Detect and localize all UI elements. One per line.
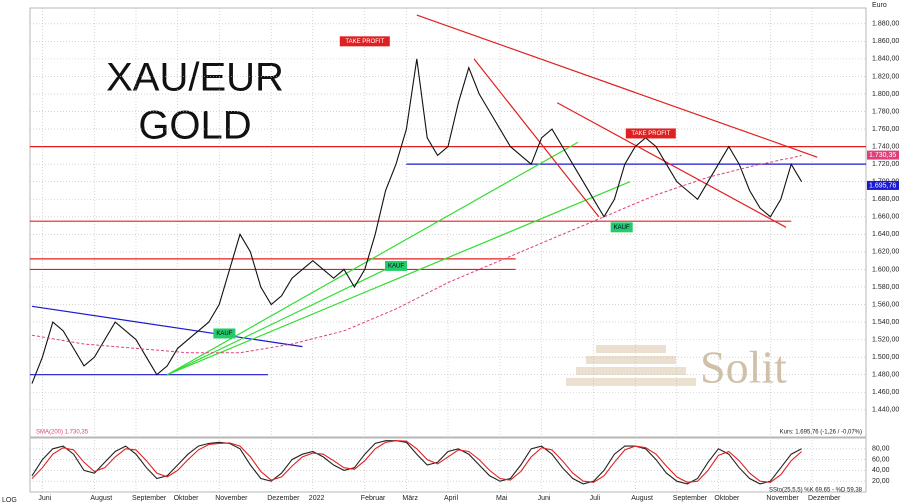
y-tick-label: 1.560,00: [872, 301, 899, 308]
y-tick-label: 1.780,00: [872, 108, 899, 115]
y-tick-label: 1.440,00: [872, 407, 899, 414]
signal-label: KAUF: [614, 225, 630, 231]
price-tag-label: 1.730,35: [869, 152, 896, 159]
x-tick-label: August: [90, 495, 112, 502]
x-tick-label: Oktober: [714, 495, 740, 502]
series-line: [31, 154, 802, 354]
y-tick-label: 1.480,00: [872, 372, 899, 379]
signal-label: TAKE PROFIT: [345, 39, 384, 45]
series-line: [31, 58, 803, 384]
y-tick-label: 60,00: [872, 456, 890, 463]
series-line: [31, 440, 802, 485]
signal-box: [339, 36, 390, 47]
x-tick-label: Februar: [361, 495, 386, 502]
trend-line: [166, 268, 386, 376]
y-tick-label: 1.540,00: [872, 319, 899, 326]
x-tick-label: August: [631, 495, 653, 502]
y-tick-label: 1.500,00: [872, 354, 899, 361]
x-tick-label: September: [673, 495, 708, 502]
watermark-logo: [566, 345, 696, 386]
y-tick-label: 1.460,00: [872, 389, 899, 396]
trend-line: [473, 58, 600, 218]
series-line: [31, 440, 802, 483]
trend-line: [31, 305, 303, 348]
price-tag-label: 1.695,76: [869, 182, 896, 189]
y-tick-label: 1.840,00: [872, 56, 899, 63]
stoch-panel-frame: [29, 437, 867, 493]
y-tick-label: 40,00: [872, 467, 890, 474]
y-tick-label: 1.520,00: [872, 336, 899, 343]
signal-label: KAUF: [388, 264, 404, 270]
y-tick-label: 1.760,00: [872, 126, 899, 133]
watermark: Solit: [700, 342, 787, 393]
x-tick-label: 2022: [309, 495, 325, 502]
price-tag: [867, 180, 899, 190]
y-tick-label: 1.600,00: [872, 266, 899, 273]
y-tick-label: 20,00: [872, 478, 890, 485]
y-tick-label: 1.820,00: [872, 73, 899, 80]
trend-line: [166, 181, 631, 376]
sma-legend: SMA(200) 1.730,35: [36, 430, 89, 436]
signal-box: [625, 128, 676, 139]
x-tick-label: Dezember: [267, 495, 300, 502]
x-tick-label: Juni: [538, 495, 551, 502]
y-tick-label: 1.640,00: [872, 231, 899, 238]
y-tick-label: 80,00: [872, 446, 890, 453]
x-tick-label: November: [766, 495, 799, 502]
y-tick-label: 1.800,00: [872, 91, 899, 98]
signal-box: [213, 328, 236, 339]
chart-subtitle: GOLD: [138, 104, 251, 148]
signal-box: [385, 260, 407, 271]
x-tick-label: April: [444, 495, 458, 502]
signal-label: KAUF: [216, 331, 232, 337]
signal-label: TAKE PROFIT: [631, 131, 670, 137]
x-tick-label: Oktober: [174, 495, 200, 502]
trend-line: [416, 14, 818, 158]
y-tick-label: 1.880,00: [872, 21, 899, 28]
trend-line: [556, 102, 787, 228]
y-tick-label: 1.660,00: [872, 214, 899, 221]
y-tick-label: 1.680,00: [872, 196, 899, 203]
scale-label: LOG: [2, 497, 17, 504]
y-tick-label: 1.720,00: [872, 161, 899, 168]
y-tick-label: 1.740,00: [872, 143, 899, 150]
trend-line: [166, 141, 579, 376]
y-axis-label: Euro: [872, 2, 887, 9]
signal-box: [610, 222, 633, 233]
x-tick-label: November: [215, 495, 248, 502]
stoch-title: SSto(25,5,5) %K 69,65 - %D 59,38: [769, 488, 863, 494]
x-tick-label: September: [132, 495, 167, 502]
chart-title: XAU/EUR: [106, 56, 284, 100]
price-tag: [867, 150, 899, 160]
x-tick-label: Juni: [38, 495, 51, 502]
price-info: Kurs: 1.695,76 (-1,26 / -0,07%): [780, 430, 862, 436]
y-tick-label: 1.580,00: [872, 284, 899, 291]
x-tick-label: Dezember: [808, 495, 841, 502]
y-tick-label: 1.620,00: [872, 249, 899, 256]
x-tick-label: März: [402, 495, 418, 502]
x-tick-label: Mai: [496, 495, 508, 502]
x-tick-label: Juli: [590, 495, 601, 502]
y-tick-label: 1.860,00: [872, 38, 899, 45]
